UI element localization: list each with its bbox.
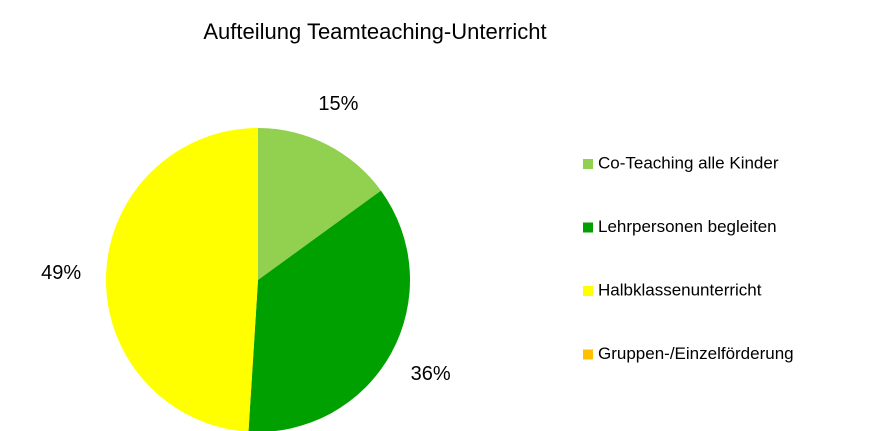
legend-swatch <box>583 159 593 169</box>
legend-label: Gruppen-/Einzelförderung <box>598 344 794 363</box>
legend-swatch <box>583 222 593 233</box>
data-label: 36% <box>411 363 451 385</box>
legend-swatch <box>583 286 593 296</box>
pie-slice <box>106 128 258 431</box>
legend-swatch <box>583 349 593 360</box>
pie-slice <box>248 190 410 431</box>
data-label: 15% <box>318 93 358 115</box>
chart-title: Aufteilung Teamteaching-Unterricht <box>203 19 546 44</box>
data-label: 49% <box>41 262 81 284</box>
legend-label: Halbklassenunterricht <box>598 280 762 299</box>
legend-label: Co-Teaching alle Kinder <box>598 153 779 172</box>
legend-label: Lehrpersonen begleiten <box>598 217 777 236</box>
pie-slice <box>258 128 381 280</box>
